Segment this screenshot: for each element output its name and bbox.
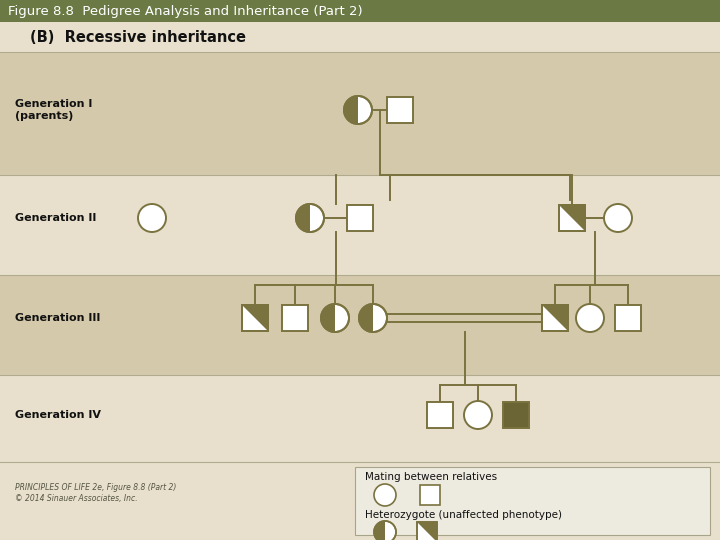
FancyBboxPatch shape [0, 0, 720, 22]
Circle shape [359, 304, 387, 332]
FancyBboxPatch shape [0, 22, 720, 52]
FancyBboxPatch shape [282, 305, 308, 331]
Polygon shape [344, 96, 358, 124]
FancyBboxPatch shape [420, 485, 440, 505]
FancyBboxPatch shape [0, 22, 720, 540]
Polygon shape [542, 305, 568, 331]
Text: Generation III: Generation III [15, 313, 100, 323]
FancyBboxPatch shape [542, 305, 568, 331]
Circle shape [576, 304, 604, 332]
FancyBboxPatch shape [417, 522, 437, 540]
Polygon shape [242, 305, 268, 331]
Circle shape [374, 484, 396, 506]
FancyBboxPatch shape [615, 305, 641, 331]
Text: Mating between relatives: Mating between relatives [365, 472, 497, 482]
FancyBboxPatch shape [355, 467, 710, 535]
Polygon shape [321, 304, 335, 332]
Text: Figure 8.8  Pedigree Analysis and Inheritance (Part 2): Figure 8.8 Pedigree Analysis and Inherit… [8, 4, 363, 17]
Polygon shape [359, 304, 373, 332]
Circle shape [374, 521, 396, 540]
FancyBboxPatch shape [0, 52, 720, 175]
Circle shape [321, 304, 349, 332]
FancyBboxPatch shape [427, 402, 453, 428]
Circle shape [604, 204, 632, 232]
Circle shape [344, 96, 372, 124]
FancyBboxPatch shape [387, 97, 413, 123]
Text: Generation IV: Generation IV [15, 410, 101, 420]
Text: Heterozygote (unaffected phenotype): Heterozygote (unaffected phenotype) [365, 510, 562, 520]
FancyBboxPatch shape [0, 275, 720, 375]
FancyBboxPatch shape [503, 402, 529, 428]
Text: Generation II: Generation II [15, 213, 96, 223]
FancyBboxPatch shape [559, 205, 585, 231]
FancyBboxPatch shape [0, 375, 720, 462]
FancyBboxPatch shape [242, 305, 268, 331]
Polygon shape [417, 522, 437, 540]
Circle shape [296, 204, 324, 232]
Text: (B)  Recessive inheritance: (B) Recessive inheritance [30, 30, 246, 44]
Circle shape [138, 204, 166, 232]
FancyBboxPatch shape [347, 205, 373, 231]
Circle shape [464, 401, 492, 429]
Polygon shape [374, 521, 385, 540]
Polygon shape [296, 204, 310, 232]
FancyBboxPatch shape [0, 175, 720, 275]
Text: PRINCIPLES OF LIFE 2e, Figure 8.8 (Part 2): PRINCIPLES OF LIFE 2e, Figure 8.8 (Part … [15, 483, 176, 492]
Text: © 2014 Sinauer Associates, Inc.: © 2014 Sinauer Associates, Inc. [15, 494, 138, 503]
Polygon shape [559, 205, 585, 231]
Text: Generation I
(parents): Generation I (parents) [15, 99, 92, 121]
